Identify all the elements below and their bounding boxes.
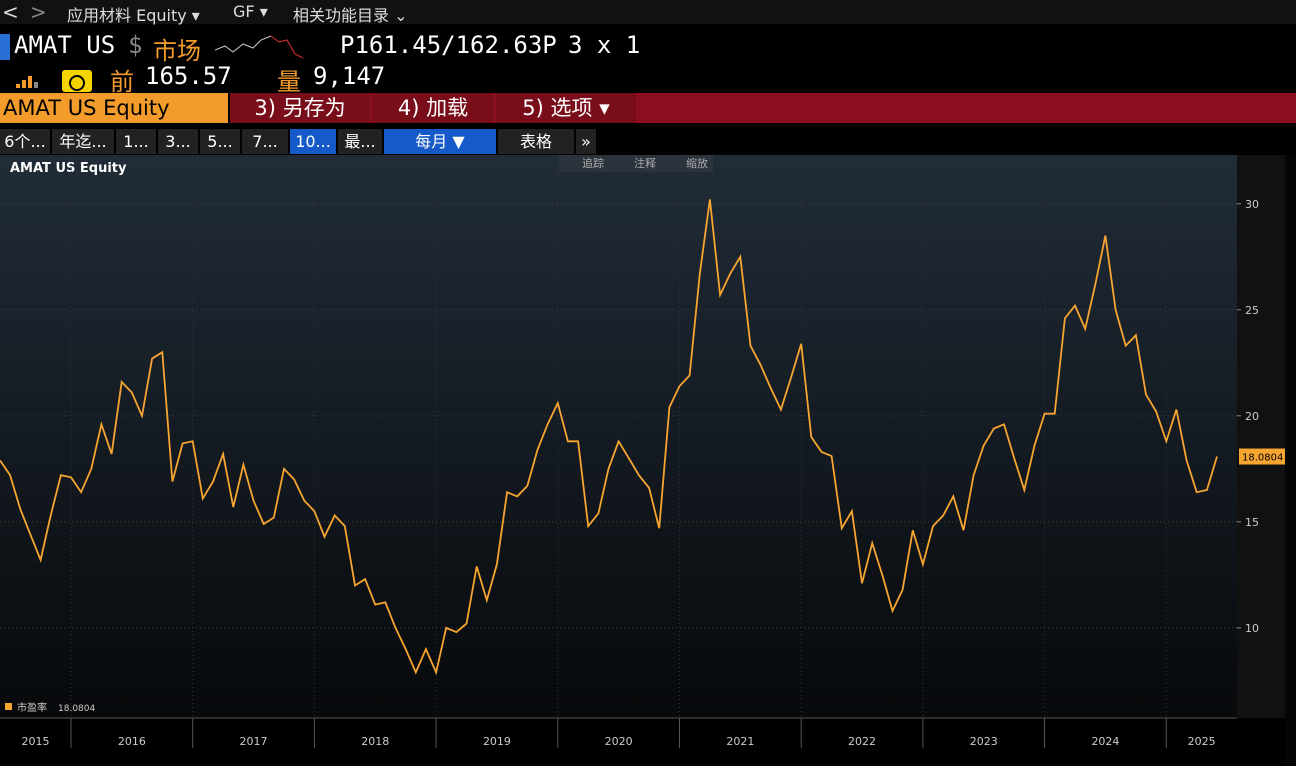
tab[interactable]: 最... (338, 129, 382, 154)
security[interactable]: AMAT US Equity (0, 93, 228, 123)
x-tick-label: 2019 (483, 735, 511, 748)
tab[interactable]: 7... (242, 129, 288, 154)
currency: $ (128, 31, 143, 59)
y-tick-label: 15 (1245, 516, 1259, 529)
tab[interactable]: 6个... (0, 129, 50, 154)
back[interactable]: < (2, 0, 19, 24)
volume: 9,147 (313, 62, 386, 90)
volume-label: 量 (277, 68, 301, 96)
tab[interactable]: 10... (290, 129, 336, 154)
menu-item[interactable]: 5) 选项 ▾ (496, 93, 636, 123)
plot-area (0, 155, 1237, 718)
last-value-box (1239, 448, 1285, 465)
x-tick-label: 2020 (605, 735, 633, 748)
sparkline (215, 35, 304, 59)
menu-item[interactable]: 3) 另存为 (230, 93, 370, 123)
tab[interactable]: 3... (158, 129, 198, 154)
tab[interactable]: » (576, 129, 596, 154)
toolbar (559, 155, 713, 172)
tool: 追踪 (582, 156, 604, 170)
x-tick-label: 2025 (1188, 735, 1216, 748)
menu-item[interactable]: 4) 加载 (372, 93, 494, 123)
legend-label: 市盈率 (17, 701, 47, 714)
y-tick-label: 30 (1245, 198, 1259, 211)
scrollbar (1285, 155, 1296, 766)
ticker: AMAT US (14, 31, 116, 59)
prev: 165.57 (145, 62, 232, 90)
x-tick-label: 2016 (118, 735, 146, 748)
chart-title: AMAT US Equity (10, 161, 127, 176)
y-tick-label: 25 (1245, 304, 1259, 317)
y-tick-label: 20 (1245, 410, 1259, 423)
tool: 缩放 (686, 156, 708, 170)
axis-area (1237, 155, 1285, 718)
tab[interactable]: 5... (200, 129, 240, 154)
x-tick-label: 2017 (240, 735, 268, 748)
x-tick-label: 2015 (21, 735, 49, 748)
tab[interactable]: 1... (116, 129, 156, 154)
tab[interactable]: 表格 (498, 129, 574, 154)
tab[interactable]: 年迄... (52, 129, 114, 154)
line (0, 199, 1218, 676)
prev-label: 前 (110, 68, 134, 96)
icons (16, 70, 92, 92)
y-tick-label: 10 (1245, 622, 1259, 635)
tab[interactable]: 每月 ▼ (384, 129, 496, 154)
nav-bar: < > 应用材料 Equity ▾ GF ▾ 相关功能目录 ⌄ (0, 0, 1296, 25)
forward[interactable]: > (30, 0, 47, 24)
legend-swatch (5, 703, 12, 710)
x-tick-label: 2024 (1091, 735, 1119, 748)
tool: 注释 (634, 156, 656, 170)
size: 3 x 1 (568, 31, 641, 59)
x-tick-label: 2018 (361, 735, 389, 748)
market: 市场 (153, 37, 201, 65)
price: P161.45/162.63P (340, 31, 557, 59)
nav-item[interactable]: 应用材料 Equity ▾ (67, 6, 200, 25)
nav-item[interactable]: 相关功能目录 ⌄ (293, 6, 408, 25)
nav-item[interactable]: GF ▾ (233, 2, 268, 21)
x-tick-label: 2022 (848, 735, 876, 748)
legend-value: 18.0804 (58, 704, 95, 714)
x-tick-label: 2023 (970, 735, 998, 748)
last-value-label: 18.0804 (1242, 453, 1283, 464)
x-tick-label: 2021 (726, 735, 754, 748)
marker (0, 34, 10, 60)
